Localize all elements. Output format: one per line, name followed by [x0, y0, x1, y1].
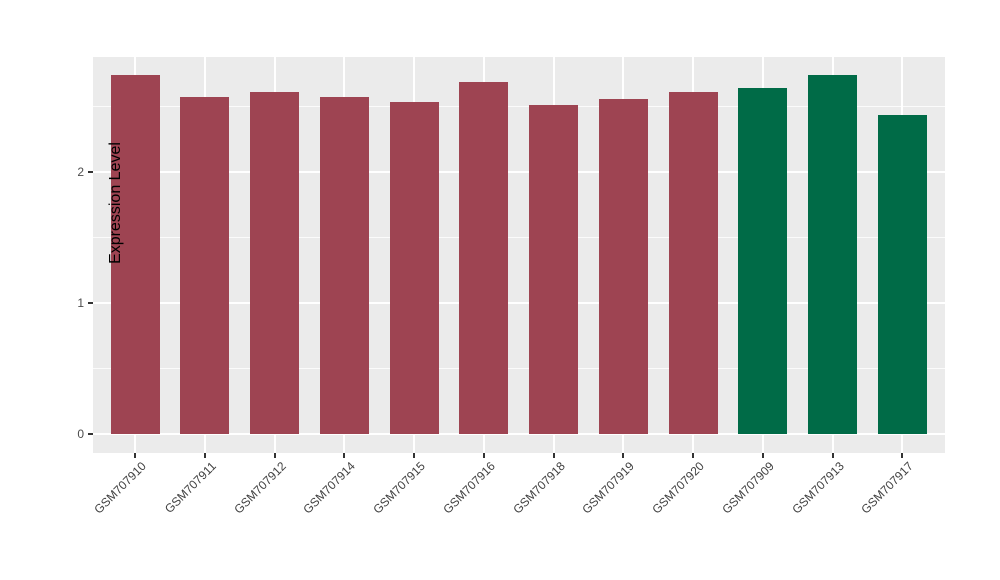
- x-tick-mark: [761, 453, 764, 458]
- x-tick-mark: [273, 453, 276, 458]
- x-tick-mark: [134, 453, 136, 458]
- x-tick-label: GSM707917: [858, 459, 917, 517]
- bar-GSM707920: [668, 91, 718, 435]
- bar-GSM707915: [389, 102, 439, 435]
- x-tick-mark: [692, 453, 694, 458]
- gridline-y-minor: [93, 105, 945, 107]
- y-tick-label: 0: [77, 427, 84, 442]
- x-tick-label: GSM707919: [579, 459, 638, 517]
- y-axis-title: Expression Level: [106, 142, 124, 264]
- bar-GSM707918: [529, 104, 578, 435]
- x-tick-mark: [482, 453, 485, 458]
- x-tick-mark: [413, 453, 415, 458]
- x-tick-label: GSM707910: [91, 459, 149, 517]
- bar-GSM707914: [319, 96, 369, 435]
- y-tick-mark: [88, 433, 93, 436]
- x-tick-mark: [901, 453, 904, 458]
- x-tick-label: GSM707914: [300, 459, 359, 517]
- bar-GSM707916: [459, 82, 509, 435]
- gridline-y-major: [93, 433, 945, 436]
- plot-panel: [93, 57, 945, 453]
- x-tick-mark: [343, 453, 346, 458]
- bar-GSM707909: [738, 87, 788, 435]
- x-tick-mark: [203, 453, 206, 458]
- x-tick-mark: [831, 453, 834, 458]
- y-tick-label: 1: [77, 296, 84, 310]
- gridline-y-major: [93, 302, 945, 304]
- gridline-y-major: [93, 170, 945, 173]
- bar-GSM707912: [250, 91, 299, 435]
- bar-GSM707919: [598, 99, 648, 435]
- x-tick-mark: [622, 453, 625, 458]
- y-tick-label: 2: [77, 164, 84, 179]
- bar-GSM707913: [808, 74, 857, 435]
- bar-GSM707910: [110, 74, 160, 435]
- gridline-y-minor: [93, 368, 945, 370]
- y-tick-mark: [88, 170, 93, 173]
- x-tick-mark: [552, 453, 555, 458]
- bar-GSM707917: [877, 115, 927, 435]
- bar-GSM707911: [180, 96, 230, 435]
- y-tick-mark: [88, 302, 93, 304]
- gridline-y-minor: [93, 236, 945, 238]
